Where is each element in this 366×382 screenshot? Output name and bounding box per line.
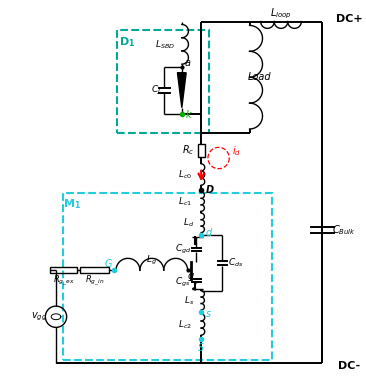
Text: Load: Load [247,72,271,82]
Polygon shape [178,73,186,108]
Bar [80,267,109,273]
Text: $\mathbf{D_1}$: $\mathbf{D_1}$ [119,35,135,49]
Text: d: d [206,228,212,238]
Text: $L_{SBD}$: $L_{SBD}$ [156,38,175,50]
Text: $C_{ds}$: $C_{ds}$ [228,257,244,269]
Text: $C_{gs}$: $C_{gs}$ [175,276,191,289]
Text: DC-: DC- [338,361,361,371]
Text: $v_{gg}$: $v_{gg}$ [31,311,48,323]
Text: g: g [187,271,194,281]
Bar [50,267,77,273]
Text: $L_{c0}$: $L_{c0}$ [178,168,192,181]
Text: $R_{g\_in}$: $R_{g\_in}$ [85,274,104,288]
Text: G: G [105,259,112,269]
Text: $L_g$: $L_g$ [146,254,157,267]
Text: $R_{g\_ex}$: $R_{g\_ex}$ [53,274,75,288]
Text: $C_{gd}$: $C_{gd}$ [175,243,191,256]
Text: $R_c$: $R_c$ [182,143,195,157]
Text: $L_{c2}$: $L_{c2}$ [178,318,192,331]
Text: $L_{loop}$: $L_{loop}$ [270,6,292,21]
Text: $C_{Bulk}$: $C_{Bulk}$ [332,223,355,236]
Text: s: s [206,309,212,319]
Text: $L_d$: $L_d$ [183,217,194,229]
Text: $i_d$: $i_d$ [232,144,242,158]
Text: DC+: DC+ [336,14,363,24]
Text: S: S [198,343,204,353]
Text: a: a [184,58,191,68]
Text: $C_J$: $C_J$ [151,84,161,97]
Text: $L_{c1}$: $L_{c1}$ [178,195,192,208]
Bar [63,193,272,360]
Text: $\mathbf{M_1}$: $\mathbf{M_1}$ [63,197,82,211]
Bar [117,30,209,133]
Text: k: k [186,110,191,120]
Text: D: D [206,185,214,195]
Bar [198,144,205,157]
FancyArrow shape [193,287,195,290]
Text: $L_s$: $L_s$ [184,294,195,306]
